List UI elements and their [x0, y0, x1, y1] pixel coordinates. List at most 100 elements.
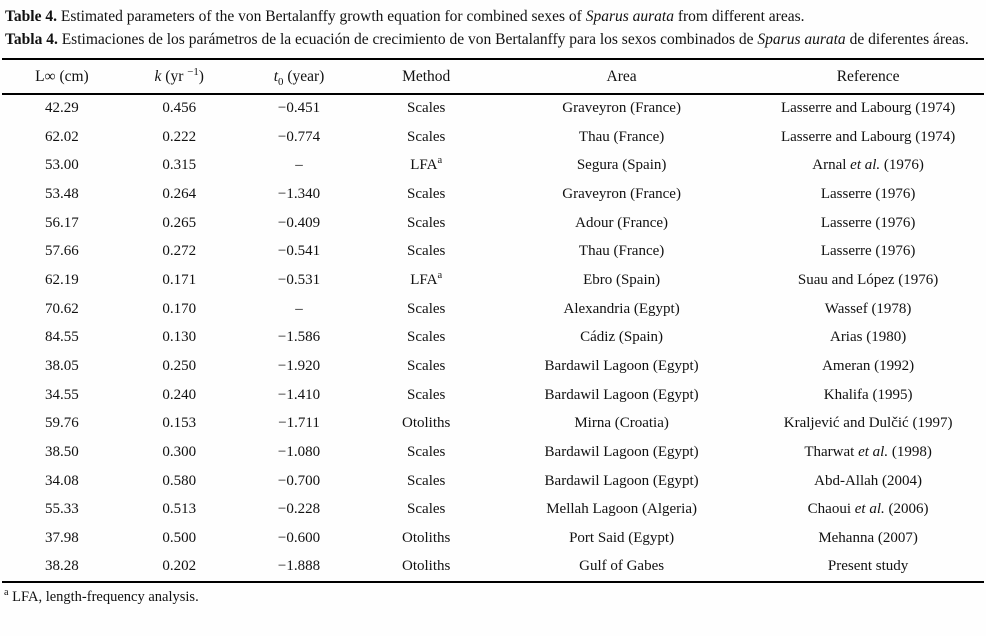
- column-header-t0: t0 (year): [236, 59, 362, 95]
- cell-area: Cádiz (Spain): [580, 329, 664, 346]
- cell-area: Ebro (Spain): [583, 271, 661, 288]
- growth-parameters-table: L∞ (cm) k (yr −1) t0 (year) Method Area Refer…: [2, 58, 984, 583]
- cell-reference: Tharwat et al. (1998): [804, 444, 932, 461]
- cell-method: Scales: [407, 100, 446, 117]
- table-row: 37.98 0.500 −0.600 Otoliths Port Said (Egypt…: [2, 524, 984, 553]
- cell-reference: Present study: [827, 558, 909, 575]
- column-header-k: k (yr −1): [121, 59, 237, 95]
- cell-t0: −1.586: [277, 329, 321, 346]
- column-header-linf: L∞ (cm): [2, 59, 122, 95]
- cell-method: Scales: [407, 185, 446, 202]
- cell-t0: −1.888: [277, 558, 321, 575]
- cell-k: 0.265: [162, 214, 197, 231]
- cell-reference: Khalifa (1995): [823, 386, 913, 403]
- cell-reference: Lasserre (1976): [820, 185, 916, 202]
- table-row: 53.48 0.264 −1.340 Scales Graveyron (France)…: [2, 180, 984, 209]
- cell-k: 0.130: [162, 329, 197, 346]
- table-captions: Table 4. Estimated parameters of the von…: [0, 0, 986, 51]
- cell-k: 0.153: [162, 415, 197, 432]
- cell-reference: Chaoui et al. (2006): [807, 501, 929, 518]
- cell-linf: 38.50: [45, 444, 79, 461]
- table-row: 70.62 0.170 – Scales Alexandria (Egypt) Wasse…: [2, 295, 984, 324]
- table-row: 57.66 0.272 −0.541 Scales Thau (France) Lasse…: [2, 237, 984, 266]
- column-header-ref: Reference: [752, 59, 984, 95]
- cell-reference: Wassef (1978): [824, 300, 912, 317]
- cell-method: Scales: [407, 386, 446, 403]
- table-row: 38.50 0.300 −1.080 Scales Bardawil Lagoon (E…: [2, 438, 984, 467]
- cell-area: Alexandria (Egypt): [563, 300, 680, 317]
- cell-linf: 38.28: [45, 558, 79, 575]
- table-row: 38.28 0.202 −1.888 Otoliths Gulf of Gabes Pre…: [2, 553, 984, 582]
- cell-method: Otoliths: [402, 415, 451, 432]
- cell-method: Scales: [407, 243, 446, 260]
- cell-method: LFAa: [410, 269, 443, 288]
- cell-method: Otoliths: [402, 558, 451, 575]
- cell-t0: −0.451: [277, 100, 321, 117]
- cell-k: 0.222: [162, 128, 197, 145]
- cell-k: 0.500: [162, 530, 197, 547]
- table-footnote: a LFA, length-frequency analysis.: [4, 586, 199, 605]
- cell-method: Scales: [407, 128, 446, 145]
- cell-linf: 53.48: [45, 185, 79, 202]
- cell-reference: Arnal et al. (1976): [812, 157, 924, 174]
- caption-english: Table 4. Estimated parameters of the von…: [5, 8, 805, 25]
- cell-t0: −0.774: [277, 128, 321, 145]
- table-row: 62.19 0.171 −0.531 LFAa Ebro (Spain) Suau and…: [2, 266, 984, 295]
- table-row: 59.76 0.153 −1.711 Otoliths Mirna (Croatia) K…: [2, 410, 984, 439]
- cell-linf: 55.33: [45, 501, 79, 518]
- cell-t0: −0.541: [277, 243, 321, 260]
- cell-method: Scales: [407, 472, 446, 489]
- cell-k: 0.264: [162, 185, 197, 202]
- cell-area: Gulf of Gabes: [579, 558, 665, 575]
- table-header: L∞ (cm) k (yr −1) t0 (year) Method Area Refer…: [2, 59, 984, 95]
- cell-t0: –: [295, 157, 303, 174]
- cell-area: Adour (France): [575, 214, 669, 231]
- column-header-area: Area: [491, 59, 753, 95]
- cell-k: 0.170: [162, 300, 197, 317]
- cell-t0: −1.410: [277, 386, 321, 403]
- cell-area: Mellah Lagoon (Algeria): [546, 501, 697, 518]
- cell-linf: 34.55: [45, 386, 79, 403]
- cell-method: Scales: [407, 444, 446, 461]
- cell-linf: 37.98: [45, 530, 79, 547]
- table-row: 34.55 0.240 −1.410 Scales Bardawil Lagoon (E…: [2, 381, 984, 410]
- cell-linf: 34.08: [45, 472, 79, 489]
- cell-linf: 53.00: [45, 157, 79, 174]
- column-header-method: Method: [361, 59, 491, 95]
- cell-linf: 59.76: [45, 415, 79, 432]
- cell-t0: −1.711: [278, 415, 320, 432]
- cell-k: 0.300: [162, 444, 197, 461]
- table-row: 84.55 0.130 −1.586 Scales Cádiz (Spain) Arias…: [2, 324, 984, 353]
- table-row: 38.05 0.250 −1.920 Scales Bardawil Lagoon (E…: [2, 352, 984, 381]
- cell-method: Scales: [407, 329, 446, 346]
- cell-area: Thau (France): [578, 243, 665, 260]
- cell-area: Segura (Spain): [576, 157, 667, 174]
- cell-area: Graveyron (France): [562, 100, 681, 117]
- cell-reference: Mehanna (2007): [818, 530, 918, 547]
- cell-k: 0.250: [162, 358, 197, 375]
- cell-t0: −1.920: [277, 358, 321, 375]
- cell-reference: Suau and López (1976): [797, 271, 939, 288]
- cell-reference: Abd-Allah (2004): [814, 472, 923, 489]
- cell-t0: −0.228: [277, 501, 321, 518]
- cell-area: Mirna (Croatia): [574, 415, 669, 432]
- cell-linf: 84.55: [45, 329, 79, 346]
- cell-method: Scales: [407, 300, 446, 317]
- table-body: 42.29 0.456 −0.451 Scales Graveyron (France)…: [2, 94, 984, 582]
- cell-area: Bardawil Lagoon (Egypt): [544, 386, 699, 403]
- table-row: 56.17 0.265 −0.409 Scales Adour (France) Lass…: [2, 209, 984, 238]
- cell-reference: Lasserre and Labourg (1974): [780, 128, 956, 145]
- cell-area: Graveyron (France): [562, 185, 681, 202]
- cell-area: Bardawil Lagoon (Egypt): [544, 444, 699, 461]
- cell-linf: 70.62: [45, 300, 79, 317]
- cell-method: Scales: [407, 501, 446, 518]
- cell-reference: Arias (1980): [829, 329, 907, 346]
- cell-t0: −0.700: [277, 472, 321, 489]
- cell-k: 0.202: [162, 558, 197, 575]
- cell-area: Thau (France): [578, 128, 665, 145]
- cell-k: 0.171: [162, 271, 197, 288]
- cell-t0: −1.080: [277, 444, 321, 461]
- cell-k: 0.240: [162, 386, 197, 403]
- cell-linf: 57.66: [45, 243, 79, 260]
